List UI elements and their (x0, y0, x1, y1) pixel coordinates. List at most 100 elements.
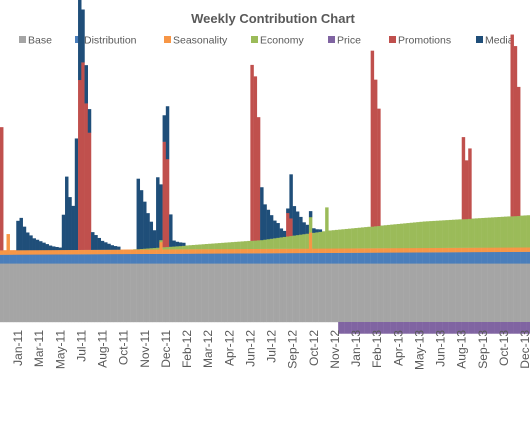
bar-segment-media (113, 246, 118, 250)
week-bar (84, 65, 88, 323)
bar-segment-media (269, 215, 274, 239)
bar-segment-distribution (403, 252, 407, 264)
bar-segment-distribution (409, 252, 414, 264)
bar-segment-media (266, 209, 271, 240)
bar-segment-seasonality (299, 248, 303, 254)
bar-segment-base (74, 263, 79, 323)
bar-segment-media (302, 222, 306, 235)
bar-segment-base (331, 263, 336, 323)
bar-segment-base (211, 263, 215, 323)
bar-segment-distribution (338, 252, 342, 264)
x-tick-label: Oct-13 (497, 330, 511, 366)
week-bar (250, 64, 254, 323)
bar-segment-distribution (289, 253, 293, 264)
week-bar (497, 216, 501, 334)
x-axis: Jan-11 Mar-11 May-11 Jul-11 Aug-11 Oct-11 Nov-… (11, 330, 530, 370)
bar-segment-base (425, 263, 430, 323)
x-tick-label: Jun-13 (434, 330, 448, 367)
week-bar (227, 242, 232, 323)
bar-segment-seasonality (123, 249, 128, 255)
bar-segment-media (97, 237, 101, 250)
x-tick-label: Dec-11 (159, 330, 173, 368)
bar-segment-base (390, 263, 394, 323)
bar-segment-base (351, 263, 355, 323)
bar-segment-economy (234, 241, 238, 250)
bar-segment-distribution (464, 252, 469, 264)
bar-segment-economy (169, 246, 173, 250)
bar-segment-seasonality (100, 249, 105, 255)
bar-segment-distribution (360, 252, 365, 264)
week-bar (354, 228, 358, 334)
bar-segment-price (494, 322, 498, 334)
bar-segment-economy (221, 242, 225, 250)
bar-segment-economy (263, 239, 267, 249)
bar-segment-price (516, 322, 521, 334)
week-bar (6, 234, 10, 323)
bar-segment-economy (513, 216, 518, 248)
bar-segment-media (295, 211, 300, 236)
week-bar (3, 250, 7, 323)
bar-segment-distribution (123, 253, 128, 264)
bar-segment-seasonality (503, 247, 508, 253)
bar-segment-seasonality (416, 247, 420, 253)
bar-segment-economy (182, 245, 186, 250)
bar-segment-price (396, 322, 401, 334)
bar-segment-economy (360, 227, 365, 249)
bar-segment-price (448, 322, 453, 334)
bar-segment-base (9, 263, 14, 323)
x-tick-label: Jan-11 (11, 330, 25, 366)
bar-segment-economy (286, 236, 290, 249)
bar-segment-distribution (302, 252, 306, 264)
legend-swatch-price (328, 36, 335, 43)
bar-segment-base (6, 263, 10, 323)
bar-segment-seasonality (221, 248, 225, 254)
bar-segment-base (507, 263, 511, 323)
bar-segment-distribution (406, 252, 410, 264)
week-bar (65, 176, 69, 323)
bar-segment-media (26, 232, 30, 251)
bar-segment-base (68, 263, 72, 323)
bar-segment-distribution (510, 251, 514, 264)
bar-segment-seasonality (516, 247, 521, 252)
bar-segment-distribution (523, 251, 527, 264)
bar-segment-seasonality (178, 249, 183, 254)
bar-segment-economy (139, 248, 144, 250)
week-bar (386, 224, 391, 334)
bar-segment-economy (341, 229, 345, 249)
bar-segment-distribution (117, 253, 121, 264)
bar-segment-base (260, 263, 264, 323)
week-bar (380, 225, 384, 334)
bar-segment-economy (201, 244, 206, 250)
bar-segment-seasonality (448, 247, 453, 253)
bar-segment-economy (490, 217, 495, 248)
bar-segment-distribution (416, 252, 420, 264)
bar-segment-economy (191, 244, 196, 250)
bar-segment-media (178, 242, 183, 247)
bar-segment-media (45, 244, 49, 251)
bar-segment-distribution (159, 253, 163, 264)
bar-segment-economy (325, 207, 329, 249)
week-bar (474, 218, 479, 334)
bar-segment-seasonality (269, 248, 274, 254)
legend-item-economy: Economy (251, 35, 305, 47)
legend-label-media: Media (485, 35, 514, 47)
bar-segment-seasonality (370, 248, 375, 253)
bar-segment-distribution (185, 253, 189, 264)
bar-segment-base (429, 263, 433, 323)
week-bar (510, 34, 514, 334)
bar-segment-price (344, 322, 349, 334)
bar-segment-distribution (260, 253, 264, 264)
bar-segment-seasonality (61, 249, 66, 255)
bar-segment-distribution (55, 254, 59, 264)
bar-segment-seasonality (412, 247, 417, 253)
bar-segment-distribution (165, 253, 170, 264)
bar-segment-economy (393, 224, 397, 249)
week-bar (230, 242, 235, 323)
bar-segment-distribution (110, 254, 114, 264)
bar-segment-seasonality (282, 248, 287, 254)
bar-segment-base (484, 263, 488, 323)
bar-segment-seasonality (94, 249, 98, 255)
bar-segment-seasonality (487, 247, 492, 253)
bar-segment-distribution (3, 254, 7, 264)
bar-segment-economy (247, 240, 251, 250)
